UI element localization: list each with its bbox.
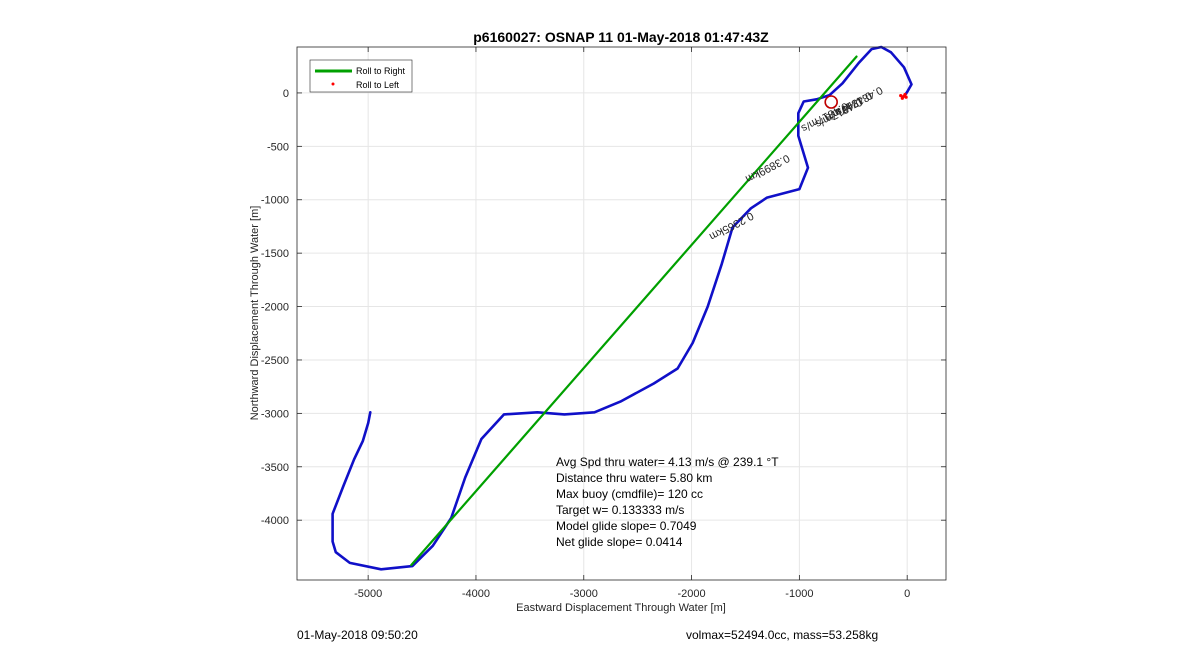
y-tick-label-3: -1500 [261,248,289,260]
y-axis-ticks: 0 -500 -1000 -1500 -2000 -2500 -3000 -3500 -4000 [261,88,946,527]
x-tick-label-0: -5000 [354,588,382,600]
series-layer [331,45,913,571]
annotation-target-w: Target w= 0.133333 m/s [556,503,684,517]
annotation-model-glide-slope: Model glide slope= 0.7049 [556,519,697,533]
footer-timestamp: 01-May-2018 09:50:20 [297,628,418,642]
chart-title: p6160027: OSNAP 11 01-May-2018 01:47:43Z [473,29,769,45]
y-tick-label-2: -1000 [261,195,289,207]
marker-layer [824,95,838,109]
series-track-line [331,45,913,571]
x-tick-label-5: 0 [904,588,910,600]
y-axis-label: Northward Displacement Through Water [m] [249,206,261,421]
y-tick-label-7: -3500 [261,462,289,474]
x-axis-label: Eastward Displacement Through Water [m] [516,602,726,614]
footer-vol-mass: volmax=52494.0cc, mass=53.258kg [686,628,879,642]
y-tick-label-1: -500 [267,141,289,153]
x-tick-label-2: -3000 [570,588,598,600]
x-tick-label-4: -1000 [785,588,813,600]
stats-annotation: Avg Spd thru water= 4.13 m/s @ 239.1 °T … [556,455,779,549]
legend: Roll to Right Roll to Left [309,59,413,93]
legend-label-roll-to-right: Roll to Right [356,66,406,76]
start-circle-marker [824,95,838,109]
y-tick-label-8: -4000 [261,515,289,527]
legend-label-roll-to-left: Roll to Left [356,80,400,90]
x-tick-label-1: -4000 [462,588,490,600]
annotation-max-buoy: Max buoy (cmdfile)= 120 cc [556,487,703,501]
plot-area-background [297,47,946,580]
y-tick-label-0: 0 [283,88,289,100]
roll-left-point-1 [904,95,908,99]
x-axis-ticks: -5000 -4000 -3000 -2000 -1000 0 [354,47,910,600]
annotation-net-glide-slope: Net glide slope= 0.0414 [556,535,683,549]
plot-area-border [296,46,947,581]
annotation-distance: Distance thru water= 5.80 km [556,471,712,485]
series-roll-to-right-line [410,55,858,567]
y-tick-label-5: -2500 [261,355,289,367]
legend-swatch-roll-to-left [331,82,335,86]
y-tick-label-4: -2000 [261,302,289,314]
roll-left-point-3 [900,96,904,100]
roll-left-point-4 [899,94,903,98]
x-tick-label-3: -2000 [678,588,706,600]
y-tick-label-6: -3000 [261,408,289,420]
annotation-avg-speed: Avg Spd thru water= 4.13 m/s @ 239.1 °T [556,455,779,469]
legend-box [309,59,413,93]
roll-left-point-2 [903,92,907,97]
grid-lines [297,47,946,580]
